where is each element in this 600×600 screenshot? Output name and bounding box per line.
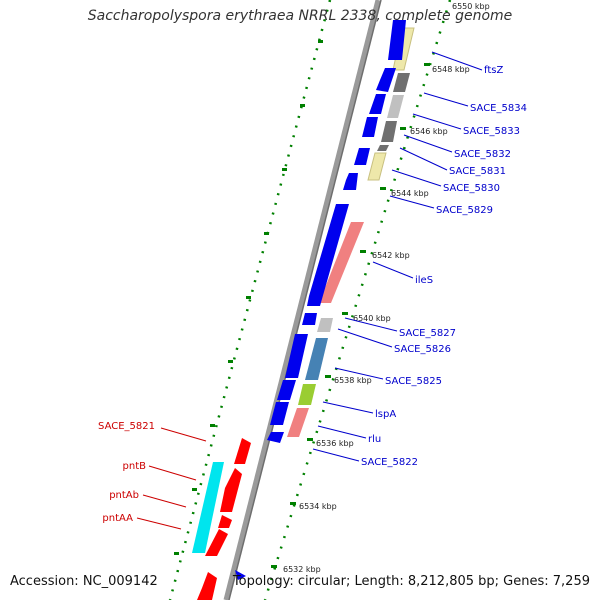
gene-label-lspA[interactable]: lspA bbox=[375, 409, 396, 420]
right-leader-lines bbox=[312, 51, 483, 462]
gene-label-pntAA[interactable]: pntAA bbox=[102, 513, 133, 524]
blue-feature-1[interactable] bbox=[388, 20, 406, 60]
gene-shape-pntAb-red[interactable] bbox=[220, 468, 242, 512]
gene-label-SACE_5834[interactable]: SACE_5834 bbox=[470, 103, 527, 114]
accession-text: Accession: NC_009142 bbox=[10, 574, 158, 589]
genome-backbone-edge bbox=[228, 0, 382, 600]
gene-label-SACE_5825[interactable]: SACE_5825 bbox=[385, 376, 442, 387]
gene-shape-red-small[interactable] bbox=[205, 529, 228, 556]
tick-label-6542: 6542 kbp bbox=[372, 251, 410, 260]
outer-ticks bbox=[174, 40, 323, 555]
blue-feature-7[interactable] bbox=[307, 204, 349, 306]
forward-features bbox=[287, 27, 415, 437]
tick-label-6540: 6540 kbp bbox=[353, 314, 391, 323]
gene-shape-5830[interactable] bbox=[367, 152, 387, 181]
gene-shape-5825[interactable] bbox=[305, 338, 328, 380]
gene-label-pntAb[interactable]: pntAb bbox=[109, 490, 139, 501]
blue-feature-5[interactable] bbox=[354, 148, 370, 165]
gene-label-SACE_5829[interactable]: SACE_5829 bbox=[436, 205, 493, 216]
gene-label-SACE_5830[interactable]: SACE_5830 bbox=[443, 183, 500, 194]
tick-label-6538: 6538 kbp bbox=[334, 376, 372, 385]
genome-summary: Topology: circular; Length: 8,212,805 bp… bbox=[232, 574, 590, 589]
blue-feature-9[interactable] bbox=[285, 334, 308, 378]
gene-shape-5821[interactable] bbox=[234, 438, 251, 464]
blue-feature-2[interactable] bbox=[376, 68, 396, 92]
blue-feature-4[interactable] bbox=[362, 117, 378, 137]
gene-label-SACE_5833[interactable]: SACE_5833 bbox=[463, 126, 520, 137]
gene-shape-5826[interactable] bbox=[317, 318, 333, 332]
tick-label-6548: 6548 kbp bbox=[432, 65, 470, 74]
gene-shape-pntAA-red[interactable] bbox=[218, 515, 232, 528]
gene-shape-5831[interactable] bbox=[377, 145, 389, 151]
gene-label-SACE_5831[interactable]: SACE_5831 bbox=[449, 166, 506, 177]
outer-dotted-guide bbox=[168, 0, 332, 600]
reverse-features-blue bbox=[235, 20, 406, 580]
tick-labels: 6550 kbp 6548 kbp 6546 kbp 6544 kbp 6542… bbox=[283, 2, 490, 574]
left-gene-labels: SACE_5821 pntB pntAb pntAA bbox=[98, 421, 155, 524]
genome-backbone bbox=[223, 0, 381, 600]
tick-label-6544: 6544 kbp bbox=[391, 189, 429, 198]
gene-shape-red-bottom[interactable] bbox=[197, 572, 217, 600]
gene-label-rlu[interactable]: rlu bbox=[368, 434, 381, 445]
gene-shape-lspA[interactable] bbox=[298, 384, 316, 405]
gene-shape-5834[interactable] bbox=[393, 73, 410, 92]
gene-label-SACE_5826[interactable]: SACE_5826 bbox=[394, 344, 451, 355]
gene-shape-5833[interactable] bbox=[387, 95, 404, 118]
genome-title: Saccharopolyspora erythraea NRRL 2338, c… bbox=[87, 8, 513, 24]
tick-label-6534: 6534 kbp bbox=[299, 502, 337, 511]
tick-label-6536: 6536 kbp bbox=[316, 439, 354, 448]
gene-label-SACE_5832[interactable]: SACE_5832 bbox=[454, 149, 511, 160]
gene-label-ftsZ[interactable]: ftsZ bbox=[484, 65, 503, 76]
scale-ticks bbox=[271, 63, 430, 568]
blue-feature-11[interactable] bbox=[270, 402, 289, 425]
blue-feature-10[interactable] bbox=[277, 380, 296, 400]
gene-label-SACE_5821[interactable]: SACE_5821 bbox=[98, 421, 155, 432]
tick-label-6550: 6550 kbp bbox=[452, 2, 490, 11]
gene-label-ileS[interactable]: ileS bbox=[415, 275, 433, 286]
left-leader-lines bbox=[136, 427, 207, 530]
blue-feature-12[interactable] bbox=[267, 432, 284, 443]
left-features bbox=[192, 438, 251, 600]
gene-shape-ileS[interactable] bbox=[319, 222, 364, 303]
blue-feature-3[interactable] bbox=[369, 94, 386, 114]
gene-label-SACE_5822[interactable]: SACE_5822 bbox=[361, 457, 418, 468]
gene-label-SACE_5827[interactable]: SACE_5827 bbox=[399, 328, 456, 339]
blue-feature-6[interactable] bbox=[343, 173, 358, 190]
tick-label-6546: 6546 kbp bbox=[410, 127, 448, 136]
right-gene-labels: ftsZ SACE_5834 SACE_5833 SACE_5832 SACE_… bbox=[361, 65, 527, 468]
tick-label-6532: 6532 kbp bbox=[283, 565, 321, 574]
blue-feature-8[interactable] bbox=[302, 313, 317, 325]
gene-shape-5832[interactable] bbox=[381, 121, 397, 142]
gene-label-pntB[interactable]: pntB bbox=[123, 461, 147, 472]
gene-shape-rlu[interactable] bbox=[287, 408, 309, 437]
gene-shape-pntB[interactable] bbox=[192, 462, 224, 553]
blue-feature-13[interactable] bbox=[235, 570, 246, 580]
